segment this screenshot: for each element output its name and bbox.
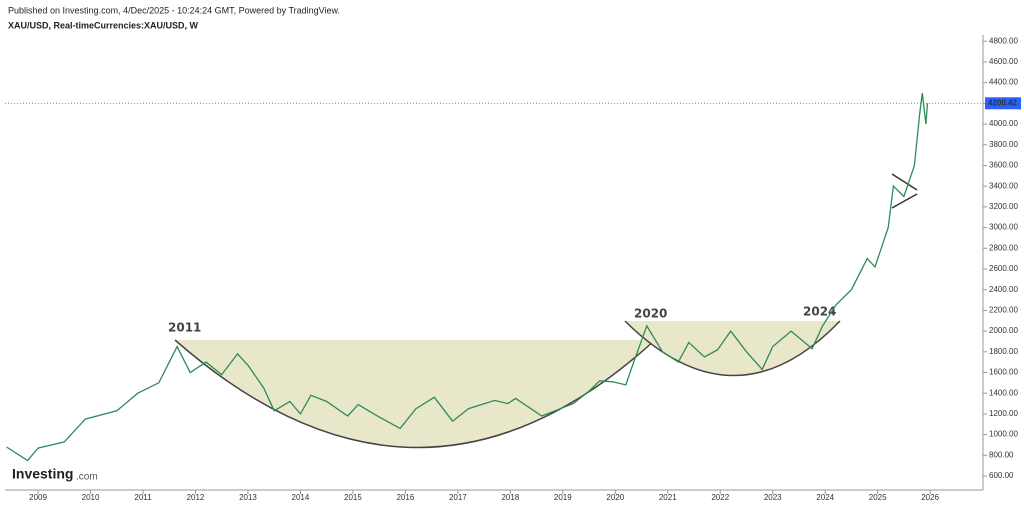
x-tick-label: 2019: [554, 493, 572, 502]
x-tick-label: 2022: [711, 493, 729, 502]
y-tick-label: 1000.00: [989, 430, 1018, 439]
x-tick-label: 2016: [396, 493, 414, 502]
y-tick-label: 4600.00: [989, 57, 1018, 66]
x-tick-label: 2011: [134, 493, 152, 502]
x-tick-label: 2015: [344, 493, 362, 502]
y-tick-label: 3400.00: [989, 181, 1018, 190]
annotation: 2020: [634, 307, 667, 321]
y-tick-label: 3000.00: [989, 223, 1018, 232]
pennant-line: [891, 193, 918, 209]
x-tick-label: 2013: [239, 493, 257, 502]
y-tick-label: 1400.00: [989, 388, 1018, 397]
annotation: 2024: [803, 305, 836, 319]
x-tick-label: 2009: [29, 493, 47, 502]
x-tick-label: 2020: [606, 493, 624, 502]
logo: Investing: [12, 466, 73, 482]
x-tick-label: 2023: [764, 493, 782, 502]
y-tick-label: 1800.00: [989, 347, 1018, 356]
y-tick-label: 1600.00: [989, 368, 1018, 377]
cup-fill: [175, 340, 655, 448]
x-tick-label: 2018: [501, 493, 519, 502]
x-tick-label: 2025: [869, 493, 887, 502]
x-tick-label: 2017: [449, 493, 467, 502]
y-tick-label: 2200.00: [989, 305, 1018, 314]
x-tick-label: 2021: [659, 493, 677, 502]
y-tick-label: 1200.00: [989, 409, 1018, 418]
y-tick-label: 4400.00: [989, 78, 1018, 87]
last-price-box: [985, 97, 1021, 110]
x-tick-label: 2026: [921, 493, 939, 502]
published-note: Published on Investing.com, 4/Dec/2025 -…: [8, 5, 340, 15]
y-tick-label: 3600.00: [989, 161, 1018, 170]
logo-suffix: .com: [76, 472, 98, 483]
y-tick-label: 2800.00: [989, 243, 1018, 252]
x-tick-label: 2024: [816, 493, 834, 502]
last-price-label: 4200.42: [988, 98, 1017, 107]
x-tick-label: 2010: [82, 493, 100, 502]
y-tick-label: 600.00: [989, 471, 1014, 480]
y-tick-label: 3800.00: [989, 140, 1018, 149]
y-tick-label: 3200.00: [989, 202, 1018, 211]
pennant-line: [891, 173, 918, 191]
x-tick-label: 2012: [187, 493, 205, 502]
y-tick-label: 2600.00: [989, 264, 1018, 273]
y-tick-label: 4000.00: [989, 119, 1018, 128]
y-tick-label: 800.00: [989, 450, 1014, 459]
annotation: 2011: [168, 321, 201, 335]
chart-title: XAU/USD, Real-timeCurrencies:XAU/USD, W: [8, 20, 199, 30]
y-tick-label: 2000.00: [989, 326, 1018, 335]
price-line: [6, 92, 929, 462]
x-tick-label: 2014: [292, 493, 310, 502]
y-tick-label: 4800.00: [989, 36, 1018, 45]
y-tick-label: 2400.00: [989, 285, 1018, 294]
